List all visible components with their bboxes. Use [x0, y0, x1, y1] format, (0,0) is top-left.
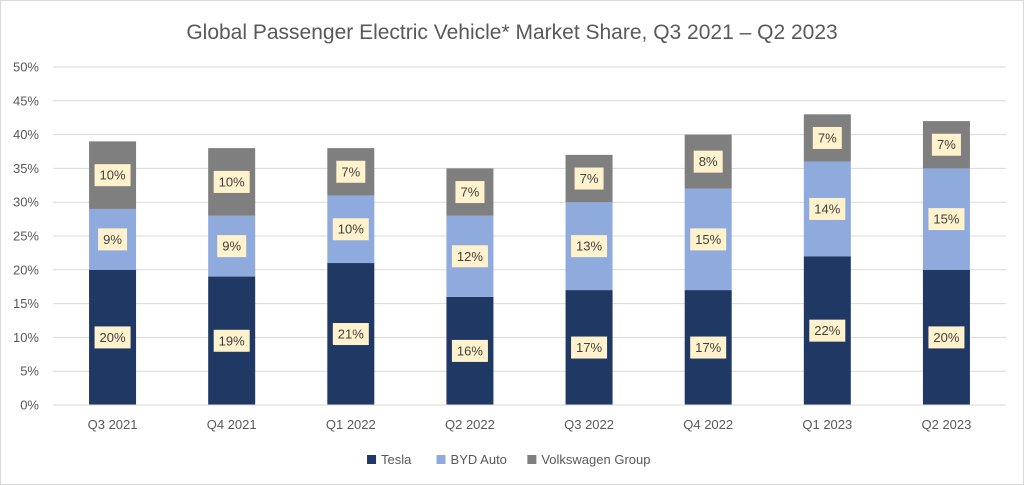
data-label-box: [690, 336, 727, 359]
x-tick-label: Q1 2023: [802, 417, 852, 432]
data-label: 8%: [699, 154, 718, 169]
data-label-box: [217, 235, 247, 258]
y-tick-label: 5%: [20, 364, 39, 379]
gridlines: [53, 66, 1006, 406]
legend-swatch: [367, 455, 377, 464]
y-tick-label: 0%: [20, 398, 39, 413]
y-tick-label: 15%: [13, 296, 39, 311]
x-tick-label: Q1 2022: [326, 417, 376, 432]
data-label: 10%: [219, 174, 245, 189]
y-axis: 0% 5% 10% 15% 20% 25% 30% 35% 40% 45% 50%: [13, 60, 39, 413]
legend: Tesla BYD Auto Volkswagen Group: [367, 452, 650, 467]
data-label-box: [94, 326, 131, 349]
x-tick-label: Q4 2022: [683, 417, 733, 432]
data-label-box: [812, 126, 842, 149]
data-label: 15%: [933, 212, 959, 227]
data-label-box: [928, 208, 965, 231]
data-label-box: [451, 245, 488, 268]
data-label: 9%: [103, 232, 122, 247]
data-label-box: [931, 133, 961, 156]
data-label: 16%: [457, 343, 483, 358]
data-label-box: [693, 150, 723, 173]
data-label-box: [809, 197, 846, 220]
data-label: 17%: [576, 340, 602, 355]
data-label-box: [451, 339, 488, 362]
data-label-box: [574, 167, 604, 190]
data-label: 12%: [457, 249, 483, 264]
y-tick-label: 25%: [13, 229, 39, 244]
data-label-box: [98, 228, 128, 251]
data-label: 7%: [341, 164, 360, 179]
data-label: 21%: [338, 327, 364, 342]
data-label-box: [455, 181, 485, 204]
data-label-box: [571, 336, 608, 359]
y-tick-label: 20%: [13, 262, 39, 277]
data-label-box: [332, 218, 369, 241]
data-label: 7%: [461, 185, 480, 200]
data-label-box: [336, 160, 366, 183]
data-label-box: [213, 170, 250, 193]
data-label: 17%: [695, 340, 721, 355]
x-tick-label: Q3 2021: [88, 417, 138, 432]
legend-label: Tesla: [381, 452, 412, 467]
y-tick-label: 45%: [13, 93, 39, 108]
y-tick-label: 30%: [13, 195, 39, 210]
x-axis: Q3 2021 Q4 2021 Q1 2022 Q2 2022 Q3 2022 Q4 20…: [53, 404, 1006, 432]
x-tick-label: Q3 2022: [564, 417, 614, 432]
data-label-box: [809, 319, 846, 342]
x-tick-label: Q2 2023: [922, 417, 972, 432]
data-label: 22%: [814, 323, 840, 338]
data-label: 7%: [580, 171, 599, 186]
legend-label: BYD Auto: [451, 452, 507, 467]
data-label-box: [94, 164, 131, 187]
data-label-box: [928, 326, 965, 349]
data-label: 14%: [814, 201, 840, 216]
data-label: 9%: [222, 239, 241, 254]
data-label: 19%: [219, 333, 245, 348]
data-label: 7%: [818, 130, 837, 145]
data-label: 7%: [937, 137, 956, 152]
legend-swatch: [436, 455, 446, 464]
legend-label: Volkswagen Group: [541, 452, 650, 467]
data-label: 10%: [338, 222, 364, 237]
data-label: 20%: [100, 330, 126, 345]
data-label-box: [332, 323, 369, 346]
y-tick-label: 10%: [13, 330, 39, 345]
x-tick-label: Q4 2021: [207, 417, 257, 432]
legend-swatch: [527, 455, 537, 464]
data-label-box: [571, 235, 608, 258]
bars: [89, 114, 970, 405]
data-label-box: [213, 329, 250, 352]
data-label: 15%: [695, 232, 721, 247]
x-tick-label: Q2 2022: [445, 417, 495, 432]
y-tick-label: 40%: [13, 127, 39, 142]
data-label: 10%: [100, 168, 126, 183]
y-tick-label: 50%: [13, 60, 39, 75]
data-label: 20%: [933, 330, 959, 345]
chart-title: Global Passenger Electric Vehicle* Marke…: [186, 21, 837, 44]
data-label: 13%: [576, 239, 602, 254]
data-label-box: [690, 228, 727, 251]
y-tick-label: 35%: [13, 161, 39, 176]
data-labels: 20% 9% 10% 19% 9% 10% 21% 10% 7% 16% 12% 7% 17% 13% 7%…: [94, 126, 965, 362]
